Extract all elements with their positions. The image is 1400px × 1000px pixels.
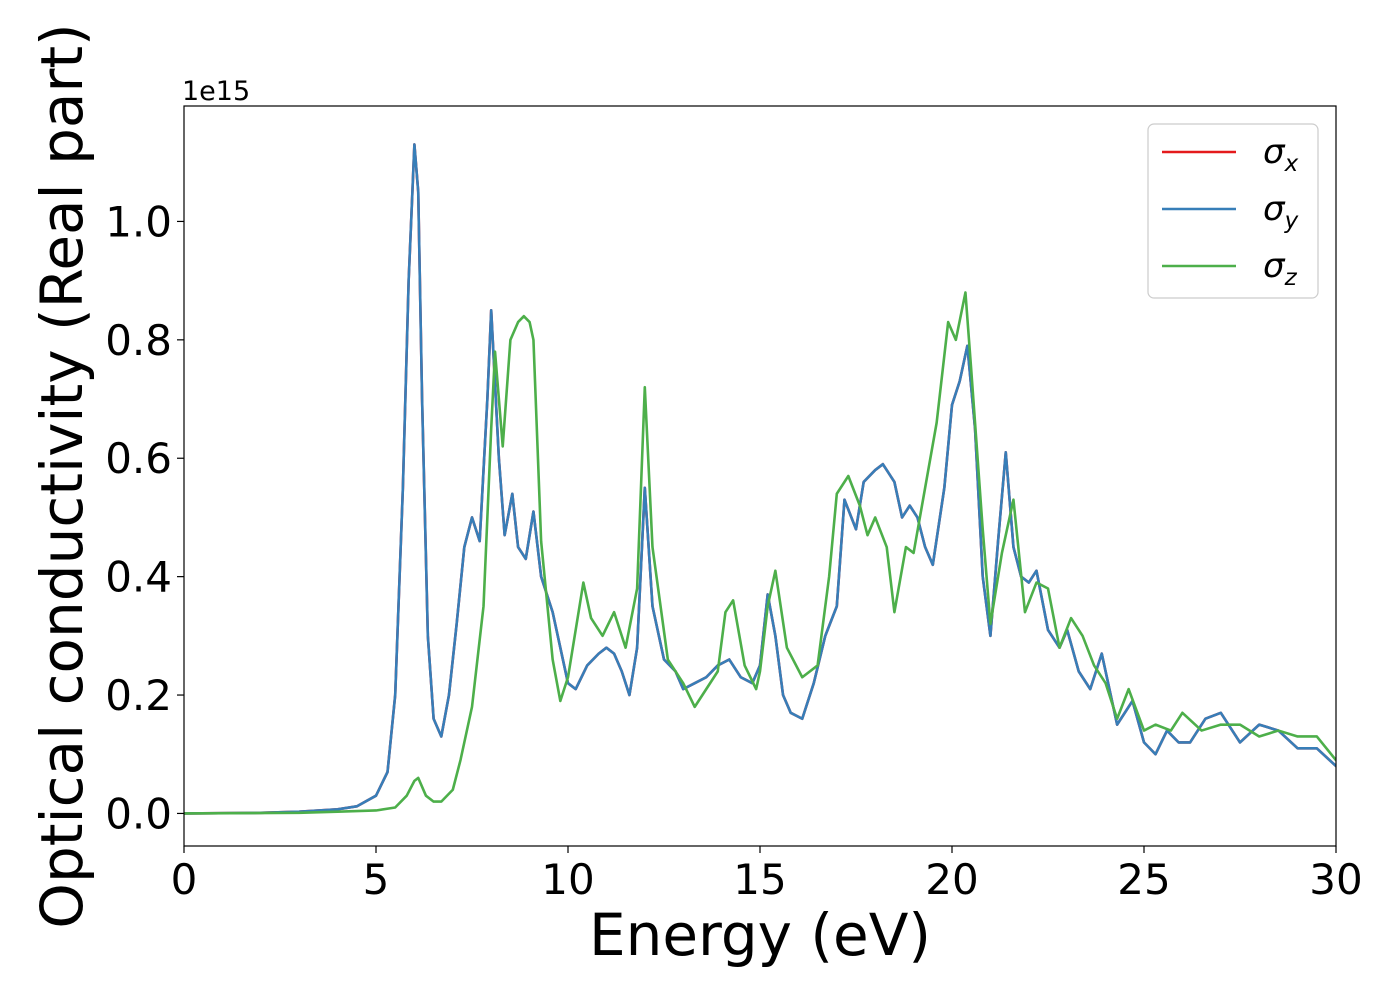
x-tick-label: 10 bbox=[541, 855, 594, 904]
legend-label: σx bbox=[1263, 132, 1299, 177]
series-line-σz bbox=[184, 291, 1336, 815]
y-tick-label: 1.0 bbox=[105, 197, 172, 246]
y-tick-label: 0.0 bbox=[105, 789, 172, 838]
legend-box bbox=[1147, 123, 1319, 299]
legend-label: σz bbox=[1263, 246, 1298, 291]
legend: σx σy σz bbox=[1147, 123, 1319, 299]
y-tick-label: 0.4 bbox=[105, 553, 172, 602]
y-axis-label: Optical conductivity (Real part) bbox=[28, 23, 96, 928]
legend-label: σy bbox=[1263, 189, 1299, 234]
x-tick-label: 30 bbox=[1309, 855, 1362, 904]
y-tick-label: 0.8 bbox=[105, 316, 172, 365]
y-axis-ticks: 0.0 0.2 0.4 0.6 0.8 1.0 bbox=[105, 197, 184, 838]
x-tick-label: 5 bbox=[363, 855, 390, 904]
x-tick-label: 25 bbox=[1117, 855, 1170, 904]
series-line-σy bbox=[184, 143, 1336, 815]
y-axis-offset-text: 1e15 bbox=[182, 76, 250, 107]
x-axis-label: Energy (eV) bbox=[589, 901, 931, 969]
x-tick-label: 20 bbox=[925, 855, 978, 904]
y-tick-label: 0.2 bbox=[105, 671, 172, 720]
x-axis-ticks: 0 5 10 15 20 25 30 bbox=[171, 846, 1363, 904]
y-tick-label: 0.6 bbox=[105, 434, 172, 483]
series-layer bbox=[184, 143, 1336, 815]
x-tick-label: 0 bbox=[171, 855, 198, 904]
x-tick-label: 15 bbox=[733, 855, 786, 904]
